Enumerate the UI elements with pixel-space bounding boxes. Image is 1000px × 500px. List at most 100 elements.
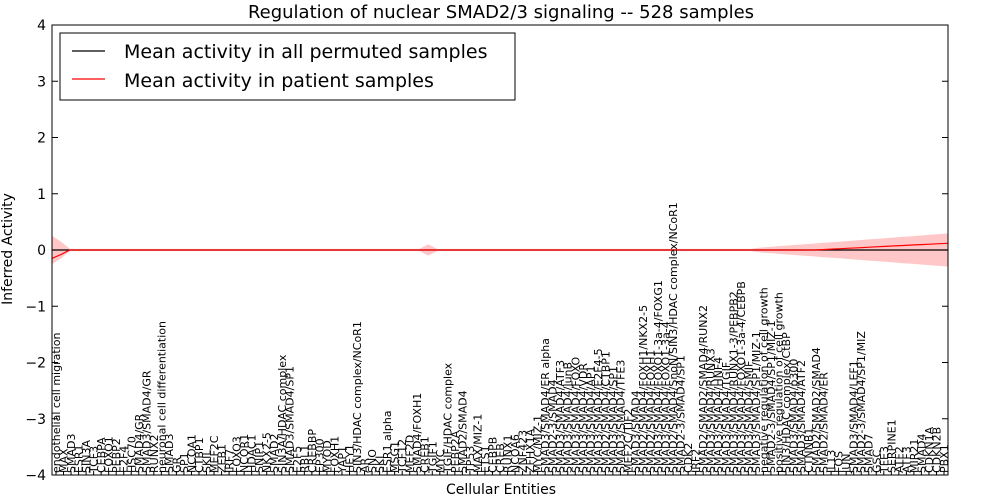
x-category-label: MYOD: [321, 440, 334, 473]
x-category-label: MEF2C: [208, 435, 221, 473]
x-category-label: SMAD3/SMAD4/ER alpha: [539, 338, 552, 473]
x-category-label: ATF3: [900, 446, 913, 473]
x-category-label: SMAD2/SMAD4/ER: [818, 372, 831, 473]
x-category-label: ZFHX1A: [524, 428, 537, 473]
x-category-label: RUNX1: [502, 435, 515, 473]
x-category-label: SERPINE1: [885, 419, 898, 473]
x-category-label: SMAD3/SMAD4/GR: [140, 370, 153, 473]
x-category-label: SMAD2/SMAD2/SMAD4/RUNX2: [697, 305, 710, 473]
x-category-label: CREB1: [419, 436, 432, 473]
x-category-label: endothelial cell migration: [50, 333, 63, 473]
x-category-label: FOXH1: [328, 436, 341, 473]
y-tick-label: 3: [37, 74, 46, 90]
x-category-label: FOS: [833, 451, 846, 473]
x-category-label: PEBP2A: [449, 430, 462, 473]
x-category-label: NCOA1: [185, 434, 198, 473]
x-category-label: MEF2D: [404, 435, 417, 473]
x-category-label: SMAD3/SMAD4/HNF4: [712, 357, 725, 473]
x-category-label: negative regulation of cell growth: [757, 287, 770, 473]
x-category-label: HEY1: [343, 444, 356, 473]
x-category-label: SMAD3/SMAD4/AP1: [584, 365, 597, 473]
x-category-label: AR: [359, 457, 372, 473]
x-category-label: HDAC1: [246, 434, 259, 473]
x-category-label: SMAD3/SMAD4/TFE3: [614, 360, 627, 473]
x-category-label: SMAD3/SMAD4/SP1: [283, 366, 296, 473]
y-tick-label: 0: [37, 243, 46, 259]
x-category-label: IL13: [825, 450, 838, 473]
x-category-label: NKX2-5: [261, 432, 274, 473]
x-category-label: E2F4: [118, 446, 131, 473]
x-category-label: SKIL: [201, 449, 214, 473]
legend-label-permuted: Mean activity in all permuted samples: [124, 41, 487, 63]
x-category-label: TFE3: [878, 446, 891, 474]
series-line-patient: [51, 242, 949, 259]
x-category-label: ZNF423: [517, 430, 530, 473]
x-category-label: SMAD3: [65, 434, 78, 473]
x-category-label: ETS1: [479, 445, 492, 473]
x-category-label: SMAD3/SMAD4/ATF3: [554, 360, 567, 473]
x-category-label: SMAD3/SMAD4/SP1/MIZ-1: [750, 331, 763, 473]
x-category-label: E2F5: [291, 446, 304, 473]
x-category-label: SMAD3/SMAD4/FOXO: [569, 357, 582, 473]
x-category-label: neuronal cell differentiation: [155, 321, 168, 473]
x-category-label: ESR1: [73, 444, 86, 473]
x-category-label: SMAD2/SMAD4/FOXH1/NKX2-5: [637, 305, 650, 473]
x-category-label: MYC: [434, 449, 447, 473]
x-category-label: SMAD3/SMAD4/TGIF: [720, 362, 733, 473]
x-category-label: MYC/MIZ-1: [532, 415, 545, 473]
x-category-label: TCF12: [396, 439, 409, 474]
x-category-label: SMAD3/SMAD4/JunB: [562, 362, 575, 473]
x-category-label: SMAD3/SMAD4/RUNX3: [705, 348, 718, 473]
x-category-label: MEF2C/TIF2: [622, 409, 635, 473]
x-category-label: CTNNB1: [803, 428, 816, 473]
y-tick-label: −2: [25, 356, 46, 372]
legend-label-patient: Mean activity in patient samples: [124, 70, 434, 92]
x-category-label: SMAD3/SMAD4/FOXO1-3a-4/CEBPB: [735, 281, 748, 473]
x-category-label: GR: [170, 456, 183, 473]
x-category-label: CEBPA: [95, 437, 108, 473]
x-category-label: SMAD4/FOXH1: [411, 393, 424, 473]
x-category-label: SMAD2/SMAD4/FOXH1: [645, 350, 658, 473]
x-category-label: SMAD2/SMAD4: [456, 390, 469, 473]
x-category-label: TGIF1: [426, 441, 439, 474]
x-category-label: NCOR1: [238, 434, 251, 473]
x-category-label: RBL1: [298, 445, 311, 473]
x-category-label: SMAD3/SMAD4/ATF2: [795, 360, 808, 473]
y-tick-label: −4: [25, 468, 46, 484]
x-category-label: SMAD2-3/SMAD4/SP1: [675, 355, 688, 473]
x-category-label: SMAD4/GR: [133, 413, 146, 473]
x-category-label: SMAD3/SMAD4/SMIF: [742, 361, 755, 473]
x-category-label: positive regulation of cell growth: [772, 292, 785, 473]
x-category-label: MSG1: [389, 441, 402, 473]
x-category-label: SMAD2/SMAD2/SMAD4: [810, 347, 823, 473]
x-category-label: ATF2: [893, 446, 906, 473]
x-category-label: SMAD7: [863, 434, 876, 473]
x-category-label: HSC70: [125, 436, 138, 473]
x-category-label: JUN: [840, 453, 853, 474]
x-category-label: SMAD3/SMAD4: [629, 390, 642, 473]
y-tick-label: −3: [25, 412, 46, 428]
x-category-label: SIN3/HDAC complex/CtBP: [780, 332, 793, 473]
x-category-label: SMAD3/SMAD4/SP1: [607, 366, 620, 473]
y-axis-label: Inferred Activity: [0, 193, 16, 305]
x-category-label: SMAD2-3/SMAD4/SP1/MIZ-1: [765, 320, 778, 473]
x-category-label: MAX/MIZ-1: [471, 414, 484, 473]
x-category-label: SMAD3/SMAD4/VDR: [577, 363, 590, 473]
x-category-label: SMAD2: [268, 434, 281, 473]
legend: Mean activity in all permuted samples Me…: [59, 32, 516, 101]
x-category-label: CTBP1: [193, 437, 206, 473]
x-category-label: MAX: [58, 448, 71, 473]
x-category-label: SIN3/HDAC complex/NCoR1: [351, 321, 364, 473]
x-category-label: GSC: [870, 449, 883, 473]
x-category-label: SMAD2/SMAD4/CTBP1: [599, 351, 612, 473]
x-category-label: IRF2: [690, 449, 703, 473]
x-category-label: YAP1: [336, 446, 349, 474]
y-tick-label: 4: [37, 18, 46, 34]
x-category-label: EP300: [313, 438, 326, 473]
x-axis-label: Cellular Entities: [446, 482, 556, 498]
line-layer: [51, 242, 949, 259]
x-category-label: PEBP2: [110, 438, 123, 473]
x-category-label: RUNX2: [148, 435, 161, 473]
